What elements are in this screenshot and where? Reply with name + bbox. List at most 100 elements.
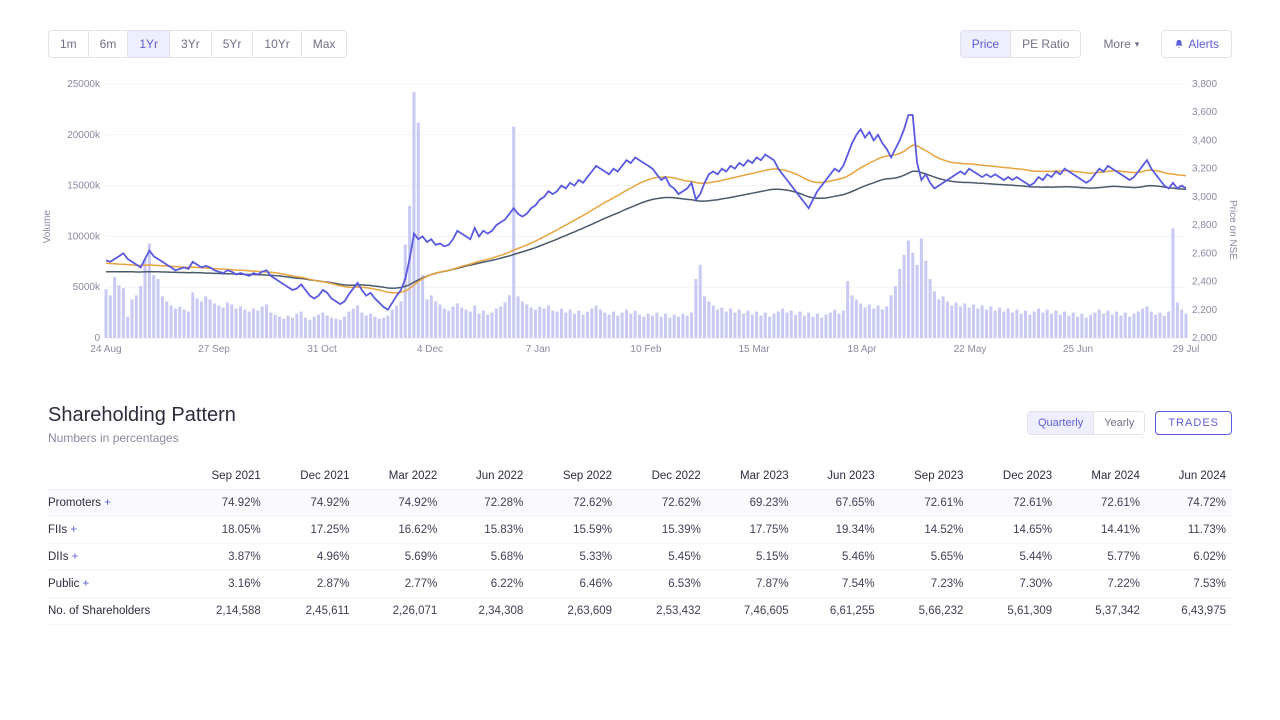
table-row: DIIs +3.87%4.96%5.69%5.68%5.33%5.45%5.15… [48, 544, 1232, 571]
cell: 7.30% [969, 571, 1058, 598]
cell: 67.65% [795, 490, 881, 517]
col-header: Jun 2024 [1146, 463, 1232, 490]
seg-6m[interactable]: 6m [88, 31, 128, 57]
cell: 5.65% [881, 544, 970, 571]
svg-text:27 Sep: 27 Sep [198, 344, 230, 355]
alerts-button[interactable]: Alerts [1161, 30, 1232, 58]
cell: 17.75% [707, 517, 795, 544]
svg-text:3,200: 3,200 [1192, 164, 1217, 175]
cell: 11.73% [1146, 517, 1232, 544]
chevron-down-icon: ▾ [1135, 39, 1140, 50]
svg-text:2,800: 2,800 [1192, 220, 1217, 231]
row-label[interactable]: Public + [48, 571, 178, 598]
row-label: No. of Shareholders [48, 598, 178, 625]
cell: 72.62% [529, 490, 618, 517]
svg-text:0: 0 [94, 333, 100, 344]
svg-text:2,000: 2,000 [1192, 333, 1217, 344]
more-dropdown[interactable]: More ▾ [1091, 31, 1151, 57]
row-label[interactable]: DIIs + [48, 544, 178, 571]
col-header: Mar 2023 [707, 463, 795, 490]
cell: 6,61,255 [795, 598, 881, 625]
svg-text:10000k: 10000k [67, 231, 101, 242]
view-segmented-control[interactable]: PricePE Ratio [960, 30, 1082, 58]
col-header: Sep 2022 [529, 463, 618, 490]
cell: 72.28% [443, 490, 529, 517]
cell: 5.69% [356, 544, 444, 571]
cell: 5.44% [969, 544, 1058, 571]
cell: 5.15% [707, 544, 795, 571]
table-row: Promoters +74.92%74.92%74.92%72.28%72.62… [48, 490, 1232, 517]
shareholding-table: Sep 2021Dec 2021Mar 2022Jun 2022Sep 2022… [48, 463, 1232, 625]
cell: 6.46% [529, 571, 618, 598]
table-row: FIIs +18.05%17.25%16.62%15.83%15.59%15.3… [48, 517, 1232, 544]
cell: 15.83% [443, 517, 529, 544]
trades-button[interactable]: TRADES [1155, 411, 1232, 435]
cell: 3.16% [178, 571, 267, 598]
seg-1m[interactable]: 1m [49, 31, 88, 57]
expand-icon: + [70, 524, 77, 536]
cell: 5.46% [795, 544, 881, 571]
svg-text:22 May: 22 May [954, 344, 987, 355]
svg-text:18 Apr: 18 Apr [848, 344, 878, 355]
expand-icon: + [72, 551, 79, 563]
cell: 7,46,605 [707, 598, 795, 625]
col-header: Dec 2021 [267, 463, 356, 490]
col-header: Sep 2021 [178, 463, 267, 490]
seg-5yr[interactable]: 5Yr [211, 31, 253, 57]
svg-text:31 Oct: 31 Oct [307, 344, 337, 355]
svg-text:2,600: 2,600 [1192, 248, 1217, 259]
cell: 14.65% [969, 517, 1058, 544]
y-left-axis-label: Volume [42, 210, 53, 243]
seg-yearly[interactable]: Yearly [1093, 412, 1144, 434]
svg-text:25000k: 25000k [67, 80, 101, 90]
seg-pe-ratio[interactable]: PE Ratio [1010, 31, 1080, 57]
cell: 74.72% [1146, 490, 1232, 517]
cell: 6.53% [618, 571, 707, 598]
cell: 72.61% [969, 490, 1058, 517]
cell: 2,45,611 [267, 598, 356, 625]
cell: 19.34% [795, 517, 881, 544]
cell: 72.61% [881, 490, 970, 517]
alerts-label: Alerts [1188, 37, 1219, 51]
cell: 6,43,975 [1146, 598, 1232, 625]
seg-10yr[interactable]: 10Yr [252, 31, 300, 57]
seg-3yr[interactable]: 3Yr [169, 31, 211, 57]
expand-icon: + [104, 497, 111, 509]
seg-quarterly[interactable]: Quarterly [1028, 412, 1093, 434]
cell: 72.61% [1058, 490, 1146, 517]
col-header: Jun 2023 [795, 463, 881, 490]
row-label[interactable]: Promoters + [48, 490, 178, 517]
seg-price[interactable]: Price [961, 31, 1010, 57]
row-label[interactable]: FIIs + [48, 517, 178, 544]
period-segmented-control[interactable]: QuarterlyYearly [1027, 411, 1145, 435]
seg-1yr[interactable]: 1Yr [127, 31, 169, 57]
cell: 2,26,071 [356, 598, 444, 625]
bell-icon [1174, 39, 1184, 49]
range-segmented-control[interactable]: 1m6m1Yr3Yr5Yr10YrMax [48, 30, 347, 58]
table-row: No. of Shareholders2,14,5882,45,6112,26,… [48, 598, 1232, 625]
y-right-axis-label: Price on NSE [1227, 200, 1238, 260]
cell: 16.62% [356, 517, 444, 544]
cell: 4.96% [267, 544, 356, 571]
cell: 5,61,309 [969, 598, 1058, 625]
col-header: Mar 2024 [1058, 463, 1146, 490]
svg-text:15000k: 15000k [67, 181, 101, 192]
cell: 7.23% [881, 571, 970, 598]
cell: 5.68% [443, 544, 529, 571]
cell: 2,14,588 [178, 598, 267, 625]
col-header: Sep 2023 [881, 463, 970, 490]
cell: 18.05% [178, 517, 267, 544]
cell: 14.41% [1058, 517, 1146, 544]
table-row: Public +3.16%2.87%2.77%6.22%6.46%6.53%7.… [48, 571, 1232, 598]
svg-text:4 Dec: 4 Dec [417, 344, 443, 355]
svg-text:24 Aug: 24 Aug [90, 344, 121, 355]
cell: 74.92% [178, 490, 267, 517]
cell: 3.87% [178, 544, 267, 571]
seg-max[interactable]: Max [301, 31, 347, 57]
cell: 15.39% [618, 517, 707, 544]
cell: 7.87% [707, 571, 795, 598]
cell: 15.59% [529, 517, 618, 544]
expand-icon: + [83, 578, 90, 590]
svg-text:20000k: 20000k [67, 130, 101, 141]
cell: 2,63,609 [529, 598, 618, 625]
